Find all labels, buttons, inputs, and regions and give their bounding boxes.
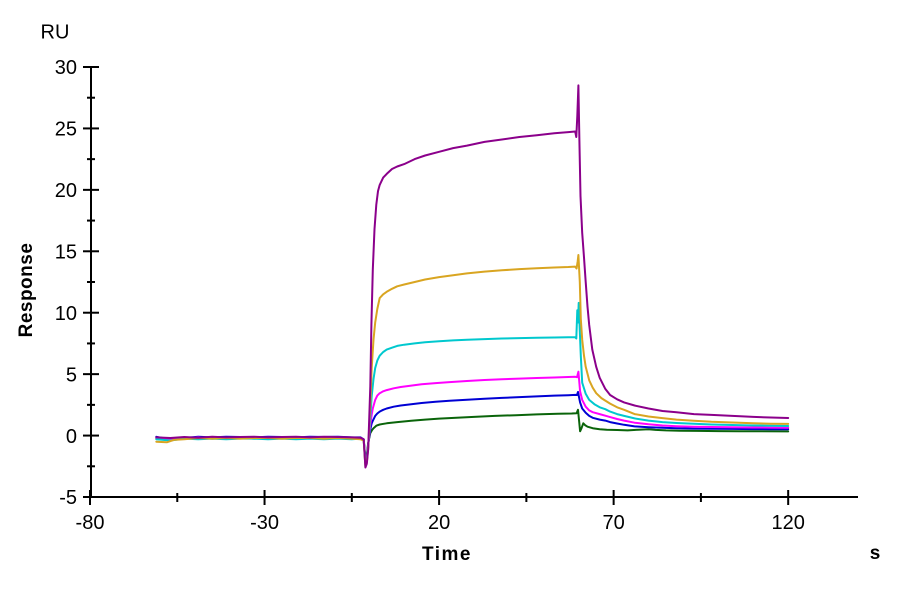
sensorgram-curve-purple bbox=[155, 84, 790, 469]
sensorgram-curve-dark-green bbox=[155, 408, 790, 460]
x-axis-unit-label: s bbox=[869, 543, 881, 564]
y-tick-label: 20 bbox=[55, 180, 77, 202]
y-tick-label: 15 bbox=[55, 241, 77, 263]
x-tick-label: -30 bbox=[250, 512, 279, 534]
y-tick-label: 25 bbox=[55, 119, 77, 141]
x-tick-label: 120 bbox=[771, 512, 804, 534]
y-tick-label: 0 bbox=[66, 426, 77, 448]
x-tick-label: 70 bbox=[603, 512, 625, 534]
x-tick-label: -80 bbox=[76, 512, 105, 534]
y-tick-label: 10 bbox=[55, 303, 77, 325]
x-tick-label: 20 bbox=[428, 512, 450, 534]
sensorgram-curve-cyan bbox=[155, 301, 790, 467]
y-tick-label: 30 bbox=[55, 57, 77, 79]
y-tick-label: -5 bbox=[59, 487, 77, 509]
x-axis-title: Time bbox=[421, 544, 473, 565]
y-axis-unit-label: RU bbox=[40, 21, 70, 44]
y-axis-title: Response bbox=[16, 242, 37, 338]
y-tick-label: 5 bbox=[66, 364, 77, 386]
sensorgram-curve-gold bbox=[155, 254, 790, 468]
